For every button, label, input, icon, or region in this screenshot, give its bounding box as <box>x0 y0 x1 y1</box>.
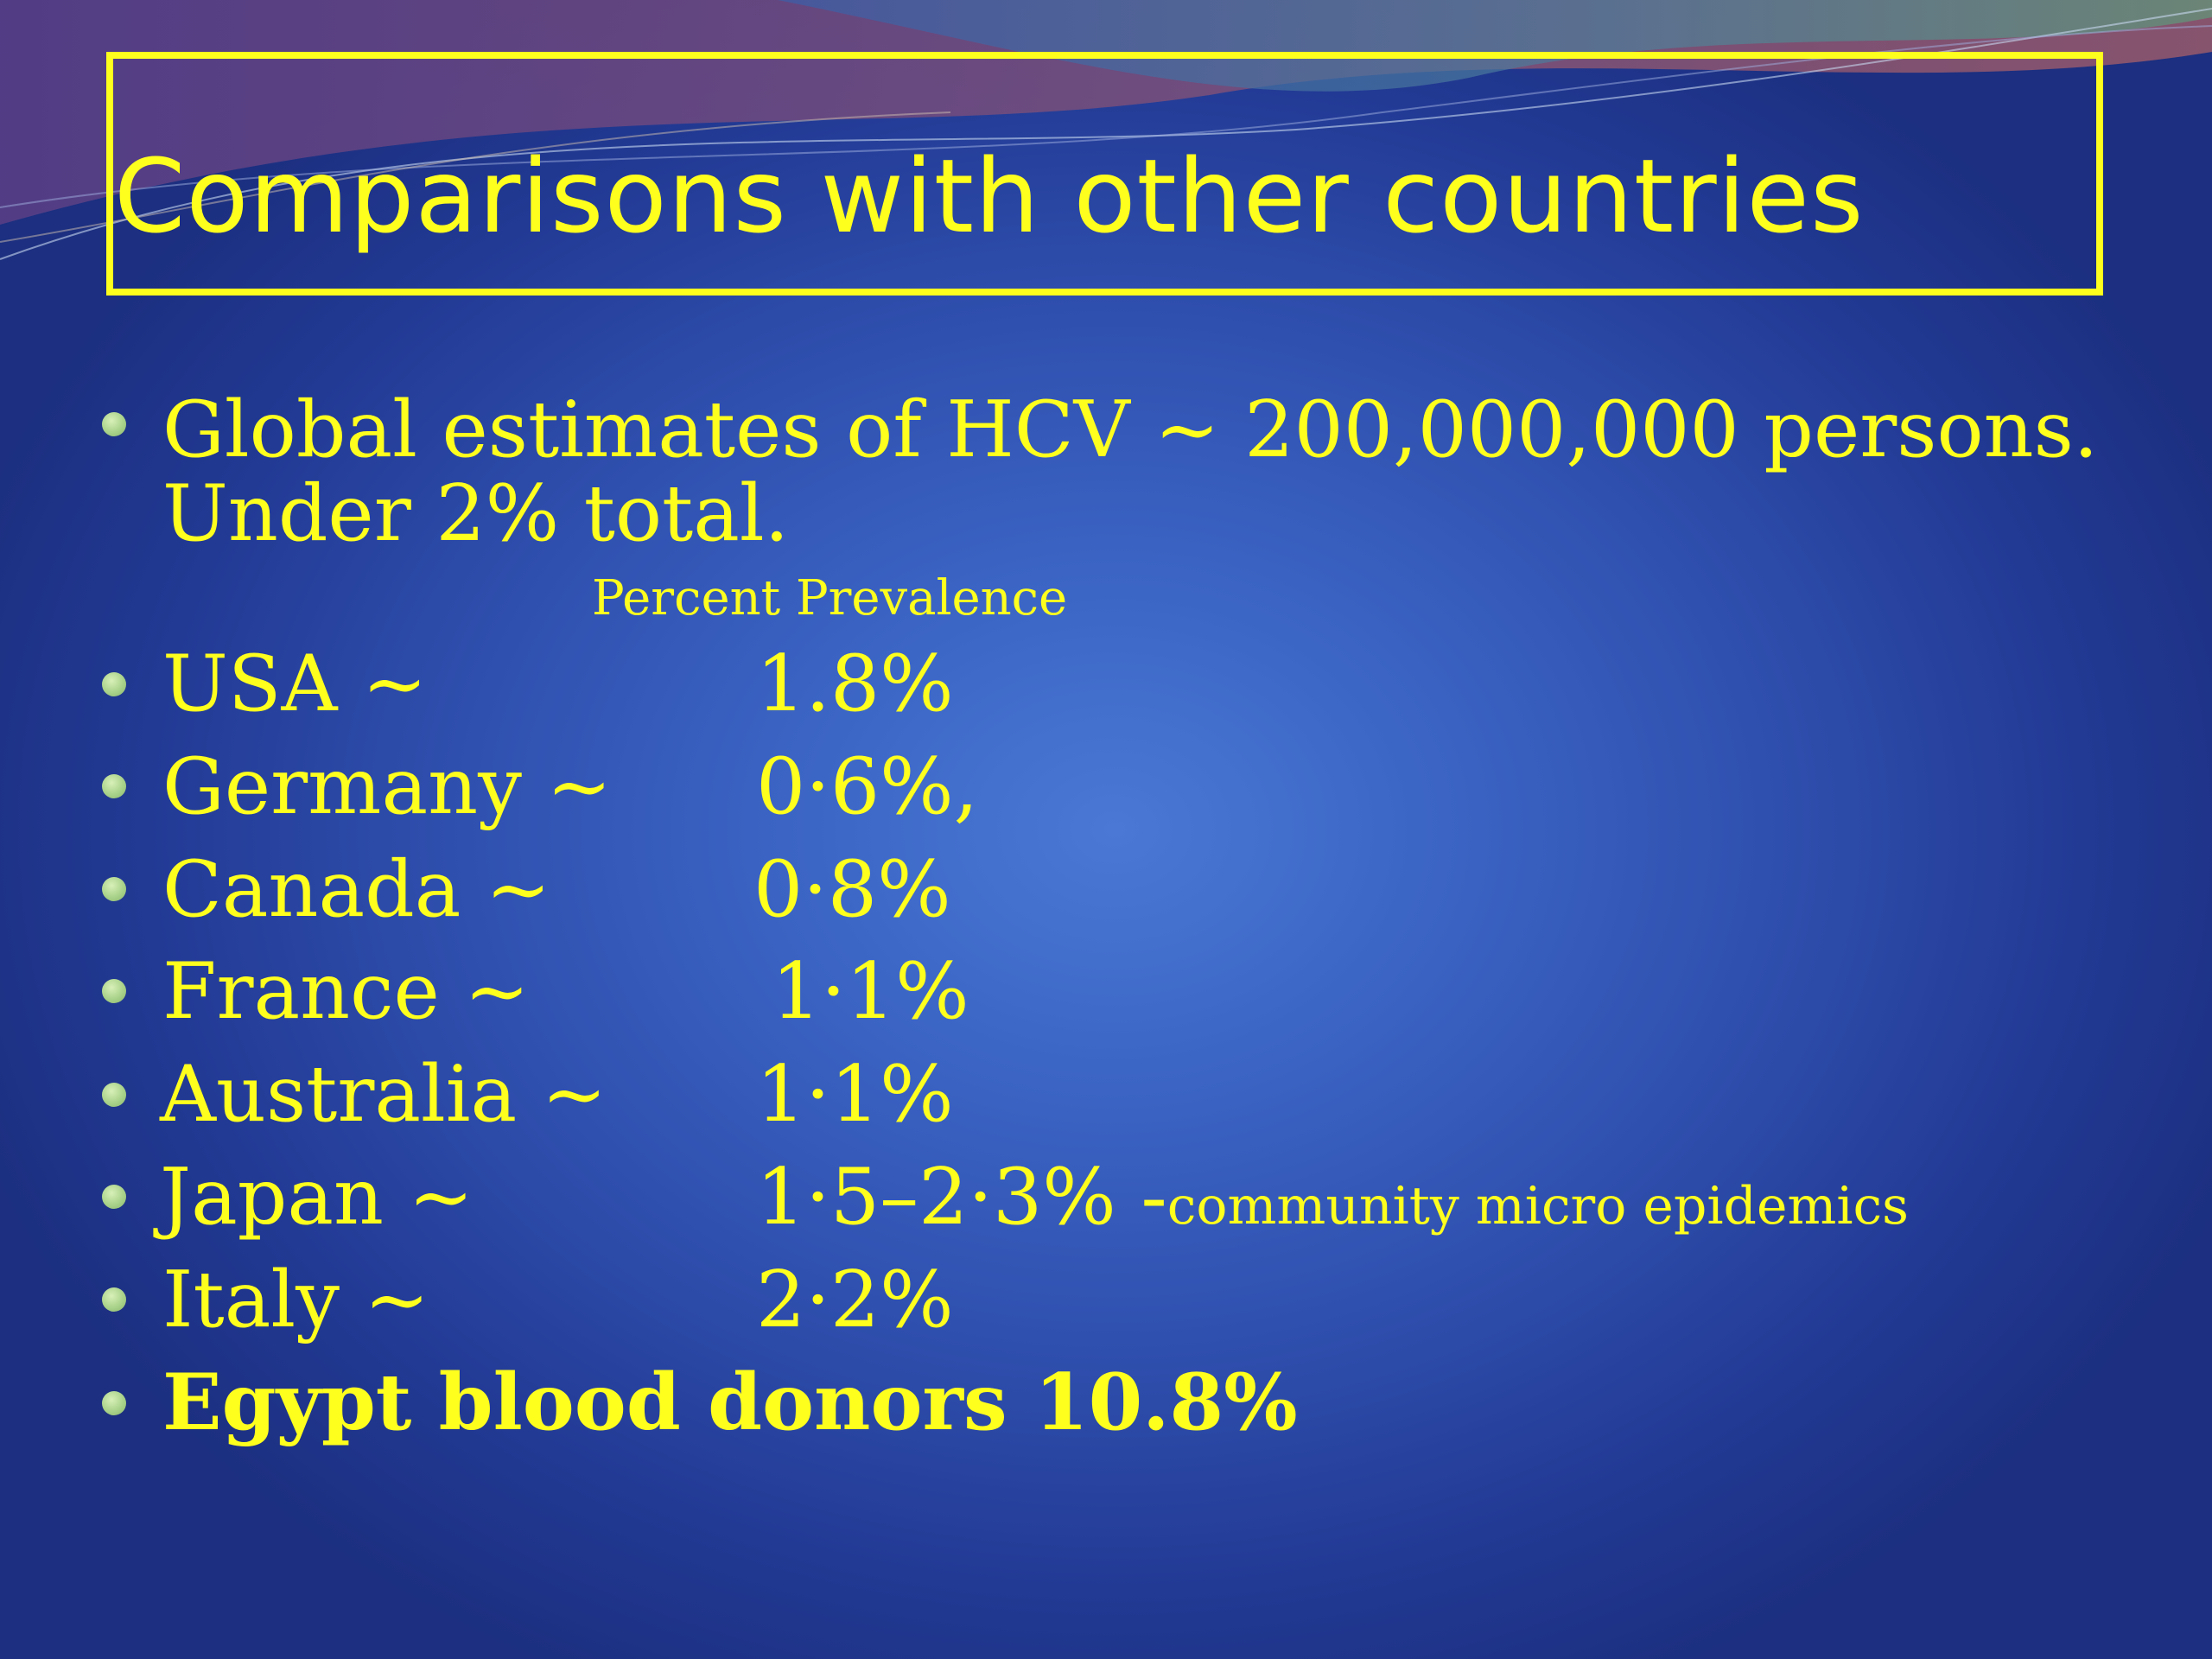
country-label: USA ~ <box>162 639 428 729</box>
country-label: France ~ <box>162 946 530 1037</box>
bullet-icon <box>102 1083 126 1107</box>
country-label: Germany ~ <box>162 741 613 832</box>
prevalence-value: 2·2% <box>756 1255 954 1345</box>
prevalence-value: 0·8% <box>753 844 951 935</box>
intro-line-2: Under 2% total. <box>162 468 790 559</box>
country-label: Japan ~ <box>160 1152 474 1243</box>
title-frame <box>106 52 2103 296</box>
prevalence-range: 1·5–2·3% - <box>756 1152 1167 1243</box>
slide-title: Comparisons with other countries <box>114 137 1865 256</box>
prevalence-value: 1·5–2·3% -community micro epidemics <box>756 1159 1909 1236</box>
bullet-icon <box>102 412 126 436</box>
prevalence-value: 0·6%, <box>756 741 979 832</box>
bullet-icon <box>102 1185 126 1209</box>
bullet-icon <box>102 672 126 696</box>
prevalence-value: 1.8% <box>756 639 954 729</box>
country-label: Australia ~ <box>160 1049 607 1140</box>
column-header: Percent Prevalence <box>592 570 1068 626</box>
prevalence-value: 1·1% <box>772 946 969 1037</box>
prevalence-value: 1·1% <box>756 1049 954 1140</box>
bullet-icon <box>102 979 126 1003</box>
bullet-icon <box>102 877 126 901</box>
egypt-line: Egypt blood donors 10.8% <box>162 1357 1298 1448</box>
bullet-icon <box>102 774 126 798</box>
bullet-icon <box>102 1287 126 1312</box>
bullet-icon <box>102 1391 126 1415</box>
country-label: Canada ~ <box>162 844 551 935</box>
country-label: Italy ~ <box>162 1255 430 1345</box>
prevalence-note: community micro epidemics <box>1166 1176 1909 1236</box>
intro-line-1: Global estimates of HCV ~ 200,000,000 pe… <box>162 385 2099 475</box>
